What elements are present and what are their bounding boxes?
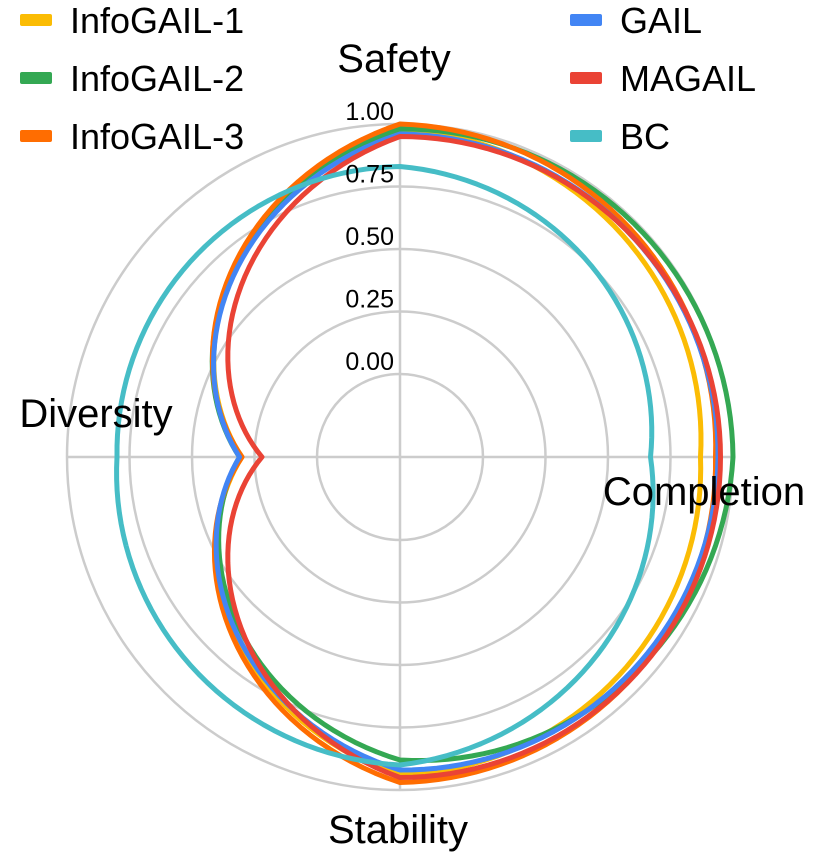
axis-label-diversity: Diversity [19, 392, 172, 436]
legend-item: GAIL [570, 0, 702, 41]
axis-label-safety: Safety [337, 37, 450, 81]
legend-label: InfoGAIL-2 [70, 58, 244, 99]
legend-item: InfoGAIL-2 [20, 58, 244, 99]
legend-swatch [570, 72, 602, 84]
legend-item: MAGAIL [570, 58, 756, 99]
legend-swatch [570, 14, 602, 26]
axis-label-completion: Completion [603, 470, 805, 514]
legend-label: MAGAIL [620, 58, 756, 99]
tick-label: 0.75 [345, 161, 394, 189]
legend-item: InfoGAIL-3 [20, 116, 244, 157]
tick-label: 0.00 [345, 348, 394, 376]
legend-label: InfoGAIL-1 [70, 0, 244, 41]
series-line-infogail-2 [209, 126, 736, 764]
axis-labels: Safety Completion Stability Diversity [19, 37, 805, 852]
legend-swatch [20, 14, 52, 26]
radial-tick-labels: 0.00 0.25 0.50 0.75 1.00 [345, 98, 394, 376]
legend-label: GAIL [620, 0, 702, 41]
series-line-bc [114, 164, 656, 768]
series-lines [114, 121, 736, 785]
legend-swatch [570, 130, 602, 142]
tick-label: 0.50 [345, 223, 394, 251]
series-line-infogail-3 [209, 121, 719, 785]
legend-swatch [20, 130, 52, 142]
tick-label: 1.00 [345, 98, 394, 126]
series-line-magail [225, 134, 723, 780]
legend-label: BC [620, 116, 670, 157]
legend-item: BC [570, 116, 670, 157]
tick-label: 0.25 [345, 286, 394, 314]
legend: InfoGAIL-1 InfoGAIL-2 InfoGAIL-3 GAIL MAGAIL… [20, 0, 756, 157]
legend-swatch [20, 72, 52, 84]
legend-label: InfoGAIL-3 [70, 116, 244, 157]
legend-item: InfoGAIL-1 [20, 0, 244, 41]
axis-label-stability: Stability [328, 808, 468, 852]
